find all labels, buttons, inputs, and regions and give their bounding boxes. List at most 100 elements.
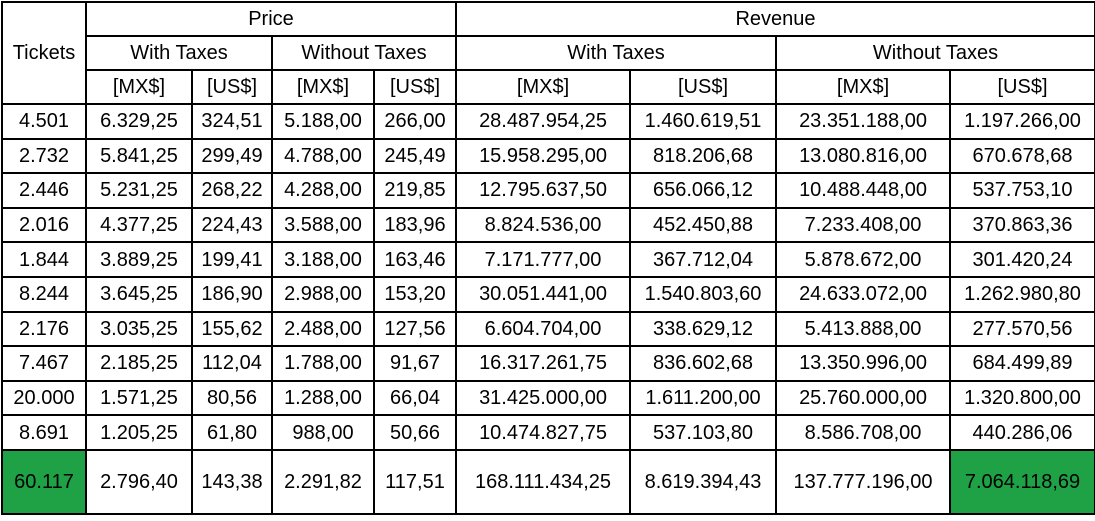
totals-row: 60.117 2.796,40 143,38 2.291,82 117,51 168.11…	[1, 448, 1095, 515]
table-row: 4.501 6.329,25 324,51 5.188,00 266,00 28.487.…	[1, 103, 1095, 140]
cell-revenue-without-taxes-mx: 10.488.448,00	[775, 172, 952, 209]
cell-price-with-taxes-us: 155,62	[191, 310, 273, 348]
cell-tickets: 20.000	[1, 379, 87, 417]
cell-revenue-without-taxes-mx: 24.633.072,00	[775, 275, 952, 313]
cell-revenue-with-taxes-us: 656.066,12	[629, 172, 778, 209]
cell-revenue-without-taxes-us: 370.863,36	[949, 206, 1095, 244]
cell-tickets: 1.844	[1, 241, 87, 278]
cell-price-without-taxes-us: 91,67	[372, 345, 458, 382]
cell-tickets: 2.732	[1, 137, 87, 175]
table-row: 2.732 5.841,25 299,49 4.788,00 245,49 15.958.…	[1, 137, 1095, 175]
cell-revenue-with-taxes-us: 818.206,68	[629, 137, 778, 175]
total-price-with-taxes-mx: 2.796,40	[85, 448, 193, 515]
cell-price-with-taxes-us: 80,56	[191, 379, 273, 417]
cell-revenue-without-taxes-us: 670.678,68	[949, 137, 1095, 175]
cell-revenue-without-taxes-us: 1.320.800,00	[949, 379, 1095, 417]
table-row: 2.446 5.231,25 268,22 4.288,00 219,85 12.795.…	[1, 172, 1095, 209]
revenue-without-taxes-header: Without Taxes	[775, 35, 1095, 71]
cell-revenue-without-taxes-mx: 13.080.816,00	[775, 137, 952, 175]
cell-revenue-with-taxes-us: 452.450,88	[629, 206, 778, 244]
cell-revenue-with-taxes-mx: 6.604.704,00	[455, 310, 632, 348]
tickets-header: Tickets	[1, 1, 87, 105]
cell-revenue-with-taxes-us: 367.712,04	[629, 241, 778, 278]
cell-revenue-without-taxes-us: 277.570,56	[949, 310, 1095, 348]
cell-price-without-taxes-mx: 4.288,00	[271, 172, 375, 209]
cell-price-without-taxes-mx: 1.288,00	[271, 379, 375, 417]
cell-price-without-taxes-us: 183,96	[372, 206, 458, 244]
cell-revenue-with-taxes-us: 1.460.619,51	[629, 103, 778, 140]
revenue-with-taxes-header: With Taxes	[455, 35, 778, 71]
cell-revenue-with-taxes-mx: 16.317.261,75	[455, 345, 632, 382]
table-row: 2.016 4.377,25 224,43 3.588,00 183,96 8.824.5…	[1, 206, 1095, 244]
currency-us-header: [US$]	[949, 69, 1095, 105]
cell-price-with-taxes-us: 224,43	[191, 206, 273, 244]
currency-us-header: [US$]	[629, 69, 778, 105]
cell-price-without-taxes-mx: 988,00	[271, 414, 375, 451]
cell-price-with-taxes-us: 61,80	[191, 414, 273, 451]
cell-price-with-taxes-mx: 3.645,25	[85, 275, 193, 313]
cell-price-without-taxes-us: 266,00	[372, 103, 458, 140]
cell-price-with-taxes-mx: 2.185,25	[85, 345, 193, 382]
cell-revenue-with-taxes-us: 537.103,80	[629, 414, 778, 451]
cell-price-with-taxes-mx: 5.231,25	[85, 172, 193, 209]
total-revenue-with-taxes-mx: 168.111.434,25	[455, 448, 632, 515]
cell-revenue-with-taxes-mx: 15.958.295,00	[455, 137, 632, 175]
currency-mx-header: [MX$]	[271, 69, 375, 105]
cell-tickets: 4.501	[1, 103, 87, 140]
price-with-taxes-header: With Taxes	[85, 35, 273, 71]
table-row: 1.844 3.889,25 199,41 3.188,00 163,46 7.171.7…	[1, 241, 1095, 278]
cell-tickets: 8.691	[1, 414, 87, 451]
cell-revenue-with-taxes-us: 338.629,12	[629, 310, 778, 348]
table-row: 20.000 1.571,25 80,56 1.288,00 66,04 31.425.0…	[1, 379, 1095, 417]
table-row: 8.244 3.645,25 186,90 2.988,00 153,20 30.051.…	[1, 275, 1095, 313]
cell-price-without-taxes-mx: 2.488,00	[271, 310, 375, 348]
cell-price-with-taxes-mx: 3.035,25	[85, 310, 193, 348]
total-tickets: 60.117	[1, 448, 87, 515]
total-price-without-taxes-mx: 2.291,82	[271, 448, 375, 515]
cell-price-with-taxes-us: 186,90	[191, 275, 273, 313]
cell-revenue-without-taxes-mx: 5.878.672,00	[775, 241, 952, 278]
total-revenue-with-taxes-us: 8.619.394,43	[629, 448, 778, 515]
header-row-currency: [MX$] [US$] [MX$] [US$] [MX$] [US$] [MX$…	[2, 69, 1095, 105]
cell-price-with-taxes-mx: 6.329,25	[85, 103, 193, 140]
cell-revenue-with-taxes-mx: 12.795.637,50	[455, 172, 632, 209]
cell-price-with-taxes-mx: 1.205,25	[85, 414, 193, 451]
header-row-groups: Tickets Price Revenue	[1, 1, 1095, 105]
cell-price-without-taxes-us: 127,56	[372, 310, 458, 348]
total-price-with-taxes-us: 143,38	[191, 448, 273, 515]
cell-revenue-without-taxes-us: 684.499,89	[949, 345, 1095, 382]
cell-price-with-taxes-mx: 4.377,25	[85, 206, 193, 244]
table-row: 7.467 2.185,25 112,04 1.788,00 91,67 16.317.2…	[1, 345, 1095, 382]
cell-price-with-taxes-mx: 1.571,25	[85, 379, 193, 417]
total-price-without-taxes-us: 117,51	[372, 448, 458, 515]
total-revenue-without-taxes-mx: 137.777.196,00	[775, 448, 952, 515]
table-row: 8.691 1.205,25 61,80 988,00 50,66 10.474.827,…	[1, 414, 1095, 451]
cell-price-without-taxes-us: 245,49	[372, 137, 458, 175]
header-row-taxes: With Taxes Without Taxes With Taxes With…	[2, 35, 1095, 71]
cell-revenue-with-taxes-us: 1.540.803,60	[629, 275, 778, 313]
cell-price-with-taxes-mx: 5.841,25	[85, 137, 193, 175]
cell-price-with-taxes-us: 324,51	[191, 103, 273, 140]
cell-price-without-taxes-mx: 3.588,00	[271, 206, 375, 244]
price-without-taxes-header: Without Taxes	[270, 35, 458, 71]
currency-us-header: [US$]	[372, 69, 458, 105]
cell-price-without-taxes-us: 219,85	[372, 172, 458, 209]
currency-mx-header: [MX$]	[775, 69, 952, 105]
cell-price-without-taxes-mx: 2.988,00	[271, 275, 375, 313]
cell-revenue-without-taxes-us: 301.420,24	[949, 241, 1095, 278]
cell-revenue-without-taxes-us: 1.197.266,00	[949, 103, 1095, 140]
cell-revenue-without-taxes-mx: 25.760.000,00	[775, 379, 952, 417]
cell-price-without-taxes-us: 66,04	[372, 379, 458, 417]
cell-revenue-with-taxes-us: 1.611.200,00	[629, 379, 778, 417]
cell-revenue-with-taxes-mx: 8.824.536,00	[455, 206, 632, 244]
cell-price-with-taxes-us: 299,49	[191, 137, 273, 175]
cell-revenue-without-taxes-us: 537.753,10	[949, 172, 1095, 209]
currency-us-header: [US$]	[191, 69, 273, 105]
currency-mx-header: [MX$]	[85, 69, 193, 105]
cell-revenue-with-taxes-mx: 10.474.827,75	[455, 414, 632, 451]
cell-tickets: 2.016	[1, 206, 87, 244]
cell-revenue-with-taxes-mx: 28.487.954,25	[455, 103, 632, 140]
cell-revenue-without-taxes-mx: 5.413.888,00	[775, 310, 952, 348]
cell-revenue-with-taxes-us: 836.602,68	[629, 345, 778, 382]
